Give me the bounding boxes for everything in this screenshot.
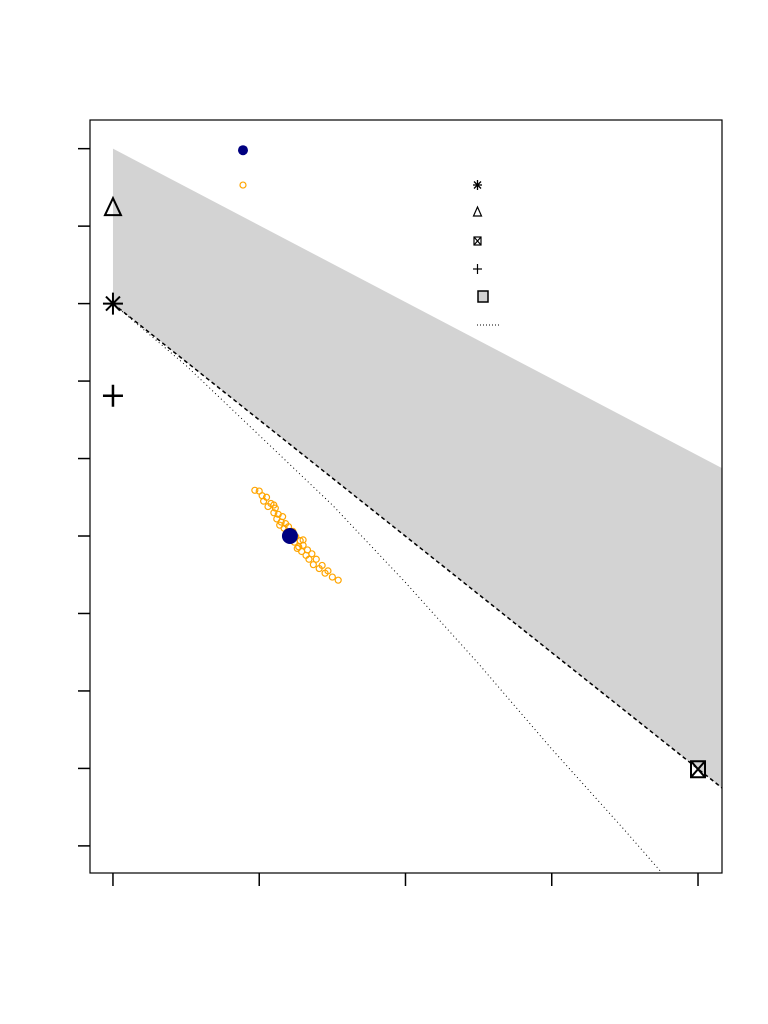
legend-band — [477, 290, 489, 303]
point-series — [239, 181, 247, 189]
point-series — [237, 145, 248, 156]
point — [270, 509, 278, 517]
point — [293, 544, 301, 553]
point-series — [102, 292, 123, 315]
point — [239, 181, 247, 189]
point — [309, 561, 317, 569]
legend-asterisk — [473, 180, 482, 190]
point — [103, 195, 123, 217]
point — [328, 573, 336, 581]
band — [112, 148, 723, 788]
legend-boxed-x — [473, 236, 482, 246]
point — [102, 384, 123, 407]
point-series — [690, 760, 707, 779]
point — [690, 760, 707, 779]
point — [303, 546, 312, 554]
line — [112, 303, 723, 789]
legend — [472, 180, 501, 354]
line — [112, 303, 663, 874]
point — [251, 486, 259, 494]
point — [237, 145, 248, 156]
point — [281, 528, 298, 545]
point — [299, 536, 307, 544]
point-series — [103, 195, 123, 217]
point — [102, 292, 123, 315]
point-series — [281, 528, 298, 545]
point — [318, 561, 326, 570]
point — [276, 521, 284, 529]
point — [262, 493, 271, 501]
point-series — [102, 384, 123, 407]
point — [308, 550, 316, 558]
point — [270, 501, 278, 509]
legend-triangle — [472, 205, 483, 217]
point — [334, 576, 342, 584]
point — [279, 513, 287, 521]
plot-area — [102, 145, 723, 874]
legend-plus — [473, 264, 482, 274]
point — [324, 567, 332, 575]
point — [258, 492, 266, 500]
point — [312, 555, 320, 563]
point — [305, 555, 313, 563]
